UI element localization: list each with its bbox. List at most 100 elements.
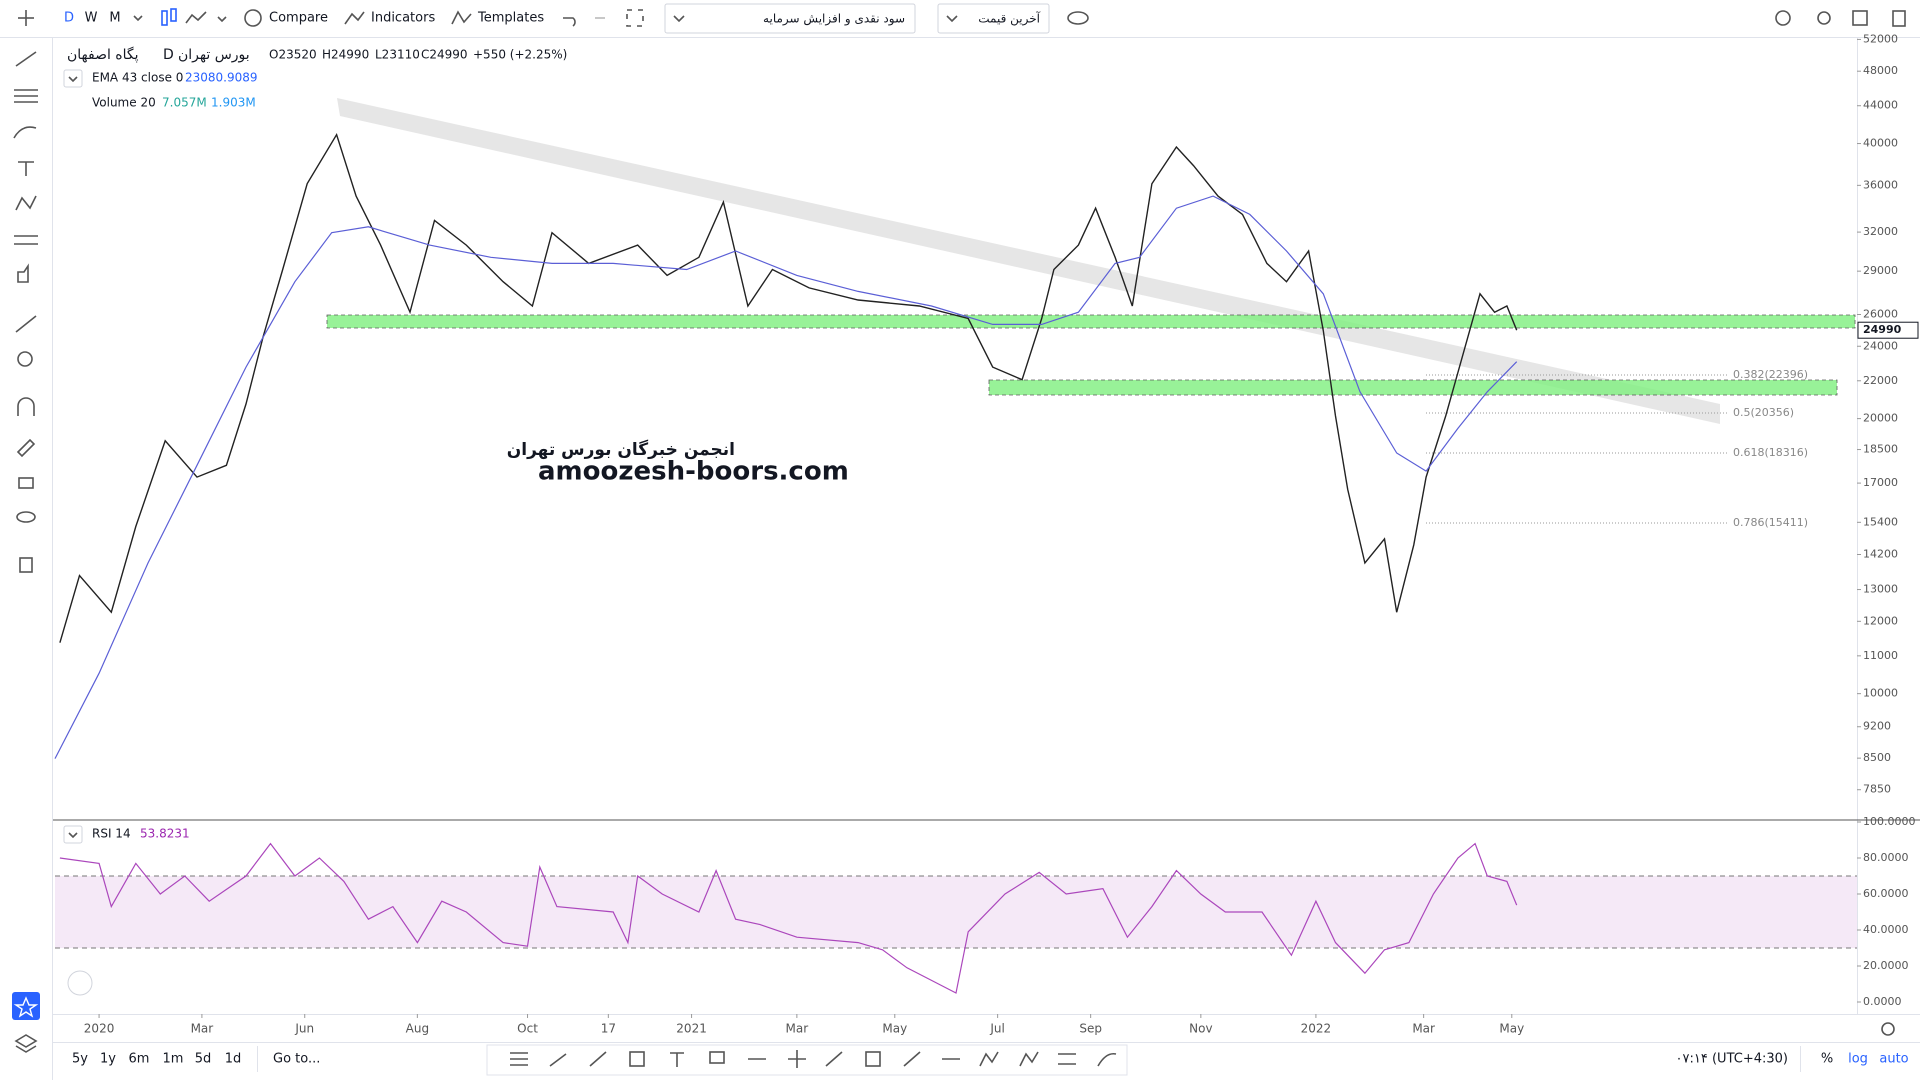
trend-channel[interactable] <box>337 98 1720 424</box>
toggle-arrow <box>68 76 78 83</box>
ohlc-high: H24990 <box>322 48 369 62</box>
tool[interactable] <box>825 1051 843 1067</box>
interval-button[interactable]: D <box>64 11 74 26</box>
magnet-tool[interactable] <box>17 397 35 416</box>
plot-area: 52000 48000 44000 40000 36000 32000 29000 26000… <box>54 32 1919 1036</box>
logo[interactable] <box>67 970 93 996</box>
object-tree-button[interactable] <box>14 1034 38 1053</box>
series-line <box>59 842 1518 994</box>
x-tick-label: Sep <box>1079 1022 1102 1036</box>
range-button[interactable]: 1y <box>100 1052 116 1067</box>
goto-button[interactable]: Go to... <box>273 1052 320 1067</box>
range-button[interactable]: 6m <box>129 1052 150 1067</box>
support-zone[interactable] <box>988 379 1838 396</box>
legend-toggle[interactable] <box>63 69 83 88</box>
price-select[interactable] <box>937 3 1050 34</box>
tool[interactable] <box>1019 1051 1039 1067</box>
y-tick-label: 48000 <box>1863 64 1898 77</box>
legend-toggle[interactable] <box>63 825 83 844</box>
undo-button[interactable] <box>563 17 576 27</box>
hide-tool[interactable] <box>16 511 36 523</box>
fib-tool[interactable] <box>14 89 38 103</box>
y-tick-label: 8500 <box>1863 751 1891 764</box>
dividend-select[interactable] <box>664 3 916 34</box>
tool[interactable] <box>865 1051 881 1067</box>
compare-button[interactable]: Compare <box>269 11 328 26</box>
y-tick-label: 40000 <box>1863 137 1898 150</box>
tool[interactable] <box>510 1052 528 1066</box>
last-price-tag <box>1857 321 1919 339</box>
range-button[interactable]: 1d <box>225 1052 242 1067</box>
interval-button[interactable]: M <box>109 11 120 26</box>
indicators-icon[interactable] <box>344 11 365 25</box>
tool[interactable] <box>670 1052 684 1067</box>
log-toggle[interactable]: log <box>1848 1052 1868 1067</box>
ohlc-change: +550 (+2.25%) <box>473 48 567 62</box>
range-button[interactable]: 5y <box>72 1052 88 1067</box>
ruler-tool[interactable] <box>15 315 37 333</box>
left-toolbar <box>13 51 38 573</box>
interval-dropdown[interactable] <box>133 15 143 22</box>
lock-tool[interactable] <box>18 477 34 489</box>
x-tick-label: Mar <box>191 1022 214 1036</box>
tool[interactable] <box>1097 1052 1117 1067</box>
templates-icon[interactable] <box>451 10 472 25</box>
y-tick-label: 12000 <box>1863 614 1898 627</box>
zoom-tool[interactable] <box>17 351 33 367</box>
clock: ۰۷:۱۴ (UTC+4:30) <box>1676 1052 1788 1067</box>
indicators-button[interactable]: Indicators <box>371 11 435 26</box>
auto-toggle[interactable]: auto <box>1879 1052 1908 1067</box>
y-tick-label: 29000 <box>1863 264 1898 277</box>
x-tick-label: Mar <box>786 1022 809 1036</box>
y-tick-label: 22000 <box>1863 374 1898 387</box>
templates-button[interactable]: Templates <box>477 11 544 26</box>
compare-icon[interactable] <box>244 9 262 27</box>
favorites-button[interactable] <box>12 992 40 1020</box>
text-tool[interactable] <box>18 161 34 176</box>
range-button[interactable]: 1m <box>163 1052 184 1067</box>
tool[interactable] <box>788 1050 806 1068</box>
remove-tool[interactable] <box>19 557 33 573</box>
star-icon <box>13 996 39 1018</box>
line-type-button[interactable] <box>185 11 207 24</box>
share-button[interactable] <box>1817 11 1831 25</box>
tool[interactable] <box>709 1051 725 1064</box>
y-tick-label: 7850 <box>1863 783 1891 796</box>
percent-toggle[interactable]: % <box>1821 1052 1833 1067</box>
fib-lines[interactable] <box>1426 374 1727 524</box>
y-tick-label: 13000 <box>1863 583 1898 596</box>
tool[interactable] <box>1058 1053 1076 1065</box>
x-tick-label: 2020 <box>84 1022 115 1036</box>
pattern-like-tool[interactable] <box>17 263 29 283</box>
range-button[interactable]: 5d <box>195 1052 212 1067</box>
crosshair-icon[interactable] <box>18 10 34 26</box>
ema-legend: EMA 43 close 0 <box>92 71 183 85</box>
chart-type-button[interactable] <box>161 8 177 26</box>
settings-button[interactable] <box>1775 10 1791 26</box>
snapshot-button[interactable] <box>1852 10 1868 26</box>
tool[interactable] <box>589 1051 607 1067</box>
watermark-title: انجمن خبرگان بورس تهران <box>507 439 735 460</box>
brush-tool[interactable] <box>13 126 37 139</box>
tool[interactable] <box>903 1051 921 1067</box>
visibility-button[interactable] <box>1067 11 1089 25</box>
y-tick-label: 60.0000 <box>1863 887 1909 900</box>
rsi-band <box>55 876 1857 948</box>
trash-button[interactable] <box>1892 10 1906 27</box>
prediction-tool[interactable] <box>14 235 38 245</box>
x-tick-label: 17 <box>601 1022 616 1036</box>
y-tick-label: 26000 <box>1863 307 1898 320</box>
axis-settings[interactable] <box>1881 1022 1895 1036</box>
tool[interactable] <box>629 1051 645 1067</box>
pattern-tool[interactable] <box>15 195 37 211</box>
support-zone[interactable] <box>326 314 1856 329</box>
rsi-value: 53.8231 <box>140 827 190 841</box>
volume-ma-value: 1.903M <box>211 96 256 110</box>
tool[interactable] <box>549 1053 567 1067</box>
trendline-tool[interactable] <box>15 51 37 67</box>
interval-button[interactable]: W <box>85 11 98 26</box>
chart-type-dropdown[interactable] <box>217 16 227 23</box>
fullscreen-button[interactable] <box>626 9 644 27</box>
lock-drawing-tool[interactable] <box>16 438 36 458</box>
tool[interactable] <box>979 1051 999 1067</box>
